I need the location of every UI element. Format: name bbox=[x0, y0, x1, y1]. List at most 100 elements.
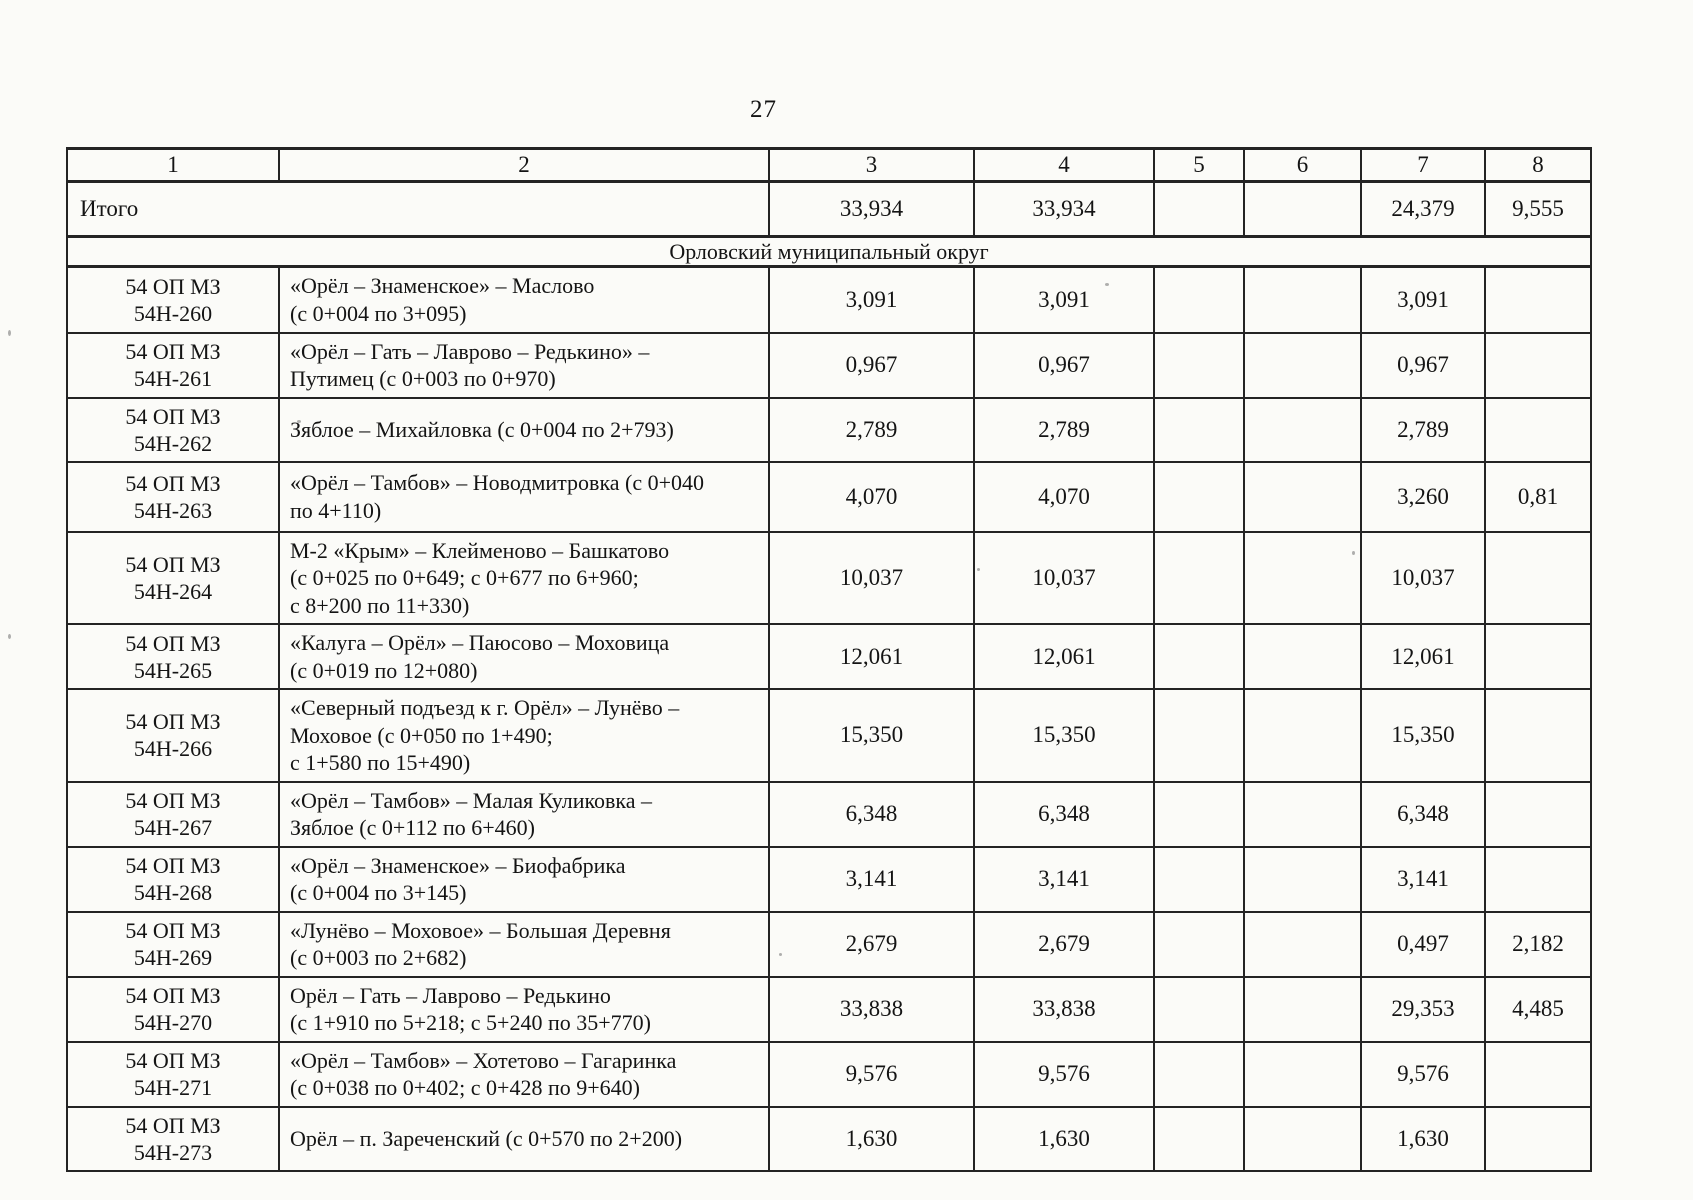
road-name: «Орёл – Тамбов» – Малая Куликовка – Зябл… bbox=[278, 780, 770, 848]
value-col7: 3,091 bbox=[1360, 265, 1486, 334]
value-col4: 4,070 bbox=[973, 460, 1155, 533]
value-col8 bbox=[1484, 780, 1592, 848]
value-col7: 15,350 bbox=[1360, 688, 1486, 783]
scan-speck bbox=[1352, 551, 1355, 555]
value-col5 bbox=[1153, 265, 1245, 334]
value-col4: 9,576 bbox=[973, 1040, 1155, 1108]
column-header-6: 6 bbox=[1243, 147, 1362, 183]
column-header-row: 1 2 3 4 5 6 7 8 bbox=[66, 147, 1592, 183]
value-col5 bbox=[1153, 910, 1245, 978]
value-col7: 2,789 bbox=[1360, 396, 1486, 463]
table-row: 54 ОП МЗ 54Н-273 Орёл – п. Зареченский (… bbox=[66, 1105, 1592, 1172]
value-col7: 3,141 bbox=[1360, 845, 1486, 913]
value-col8 bbox=[1484, 1105, 1592, 1172]
table-row: 54 ОП МЗ 54Н-263 «Орёл – Тамбов» – Новод… bbox=[66, 460, 1592, 533]
value-col5 bbox=[1153, 331, 1245, 399]
value-col4: 3,091 bbox=[973, 265, 1155, 334]
total-value-col8: 9,555 bbox=[1484, 180, 1592, 238]
value-col7: 6,348 bbox=[1360, 780, 1486, 848]
value-col6 bbox=[1243, 845, 1362, 913]
value-col4: 12,061 bbox=[973, 623, 1155, 690]
road-code: 54 ОП МЗ 54Н-262 bbox=[66, 396, 280, 463]
value-col5 bbox=[1153, 845, 1245, 913]
road-name: «Калуга – Орёл» – Паюсово – Моховица (с … bbox=[278, 623, 770, 690]
value-col4: 3,141 bbox=[973, 845, 1155, 913]
value-col6 bbox=[1243, 975, 1362, 1043]
value-col3: 9,576 bbox=[768, 1040, 975, 1108]
value-col8 bbox=[1484, 688, 1592, 783]
value-col5 bbox=[1153, 530, 1245, 625]
road-code: 54 ОП МЗ 54Н-270 bbox=[66, 975, 280, 1043]
road-name: «Орёл – Тамбов» – Новодмитровка (с 0+040… bbox=[278, 460, 770, 533]
value-col6 bbox=[1243, 1105, 1362, 1172]
value-col3: 2,679 bbox=[768, 910, 975, 978]
value-col8 bbox=[1484, 1040, 1592, 1108]
road-code: 54 ОП МЗ 54Н-269 bbox=[66, 910, 280, 978]
value-col6 bbox=[1243, 331, 1362, 399]
value-col8 bbox=[1484, 845, 1592, 913]
value-col3: 0,967 bbox=[768, 331, 975, 399]
road-code: 54 ОП МЗ 54Н-271 bbox=[66, 1040, 280, 1108]
road-code: 54 ОП МЗ 54Н-268 bbox=[66, 845, 280, 913]
road-name: Орёл – Гать – Лаврово – Редькино (с 1+91… bbox=[278, 975, 770, 1043]
table-row: 54 ОП МЗ 54Н-270 Орёл – Гать – Лаврово –… bbox=[66, 975, 1592, 1043]
table-row: 54 ОП МЗ 54Н-265 «Калуга – Орёл» – Паюсо… bbox=[66, 623, 1592, 690]
road-name: Зяблое – Михайловка (с 0+004 по 2+793) bbox=[278, 396, 770, 463]
total-value-col7: 24,379 bbox=[1360, 180, 1486, 238]
total-label: Итого bbox=[66, 180, 770, 238]
total-value-col4: 33,934 bbox=[973, 180, 1155, 238]
road-registry-table: 1 2 3 4 5 6 7 8 Итого 33,934 33,934 24,3… bbox=[66, 147, 1592, 1172]
value-col3: 1,630 bbox=[768, 1105, 975, 1172]
value-col7: 12,061 bbox=[1360, 623, 1486, 690]
value-col5 bbox=[1153, 780, 1245, 848]
value-col8 bbox=[1484, 396, 1592, 463]
section-header-row: Орловский муниципальный округ bbox=[66, 235, 1592, 268]
road-code: 54 ОП МЗ 54Н-265 bbox=[66, 623, 280, 690]
column-header-1: 1 bbox=[66, 147, 280, 183]
road-name: «Орёл – Гать – Лаврово – Редькино» – Пут… bbox=[278, 331, 770, 399]
value-col6 bbox=[1243, 530, 1362, 625]
value-col6 bbox=[1243, 1040, 1362, 1108]
value-col6 bbox=[1243, 688, 1362, 783]
value-col6 bbox=[1243, 396, 1362, 463]
value-col5 bbox=[1153, 1040, 1245, 1108]
value-col7: 0,967 bbox=[1360, 331, 1486, 399]
total-row: Итого 33,934 33,934 24,379 9,555 bbox=[66, 180, 1592, 238]
value-col8 bbox=[1484, 530, 1592, 625]
value-col4: 2,789 bbox=[973, 396, 1155, 463]
section-header: Орловский муниципальный округ bbox=[66, 235, 1592, 268]
total-value-col6 bbox=[1243, 180, 1362, 238]
table-row: 54 ОП МЗ 54Н-267 «Орёл – Тамбов» – Малая… bbox=[66, 780, 1592, 848]
value-col4: 0,967 bbox=[973, 331, 1155, 399]
scan-speck bbox=[8, 634, 11, 639]
value-col3: 10,037 bbox=[768, 530, 975, 625]
value-col7: 0,497 bbox=[1360, 910, 1486, 978]
value-col8: 4,485 bbox=[1484, 975, 1592, 1043]
value-col4: 33,838 bbox=[973, 975, 1155, 1043]
road-name: Орёл – п. Зареченский (с 0+570 по 2+200) bbox=[278, 1105, 770, 1172]
table-row: 54 ОП МЗ 54Н-261 «Орёл – Гать – Лаврово … bbox=[66, 331, 1592, 399]
table-row: 54 ОП МЗ 54Н-264 М-2 «Крым» – Клейменово… bbox=[66, 530, 1592, 625]
page-number: 27 bbox=[750, 96, 777, 123]
column-header-8: 8 bbox=[1484, 147, 1592, 183]
road-code: 54 ОП МЗ 54Н-264 bbox=[66, 530, 280, 625]
road-code: 54 ОП МЗ 54Н-261 bbox=[66, 331, 280, 399]
value-col5 bbox=[1153, 623, 1245, 690]
value-col6 bbox=[1243, 910, 1362, 978]
value-col3: 6,348 bbox=[768, 780, 975, 848]
table-row: 54 ОП МЗ 54Н-260 «Орёл – Знаменское» – М… bbox=[66, 265, 1592, 334]
value-col8 bbox=[1484, 331, 1592, 399]
scan-speck bbox=[297, 420, 301, 423]
value-col3: 15,350 bbox=[768, 688, 975, 783]
value-col7: 9,576 bbox=[1360, 1040, 1486, 1108]
value-col3: 4,070 bbox=[768, 460, 975, 533]
column-header-3: 3 bbox=[768, 147, 975, 183]
road-name: «Орёл – Знаменское» – Биофабрика (с 0+00… bbox=[278, 845, 770, 913]
scan-speck bbox=[779, 953, 782, 956]
value-col3: 33,838 bbox=[768, 975, 975, 1043]
road-code: 54 ОП МЗ 54Н-267 bbox=[66, 780, 280, 848]
table-row: 54 ОП МЗ 54Н-268 «Орёл – Знаменское» – Б… bbox=[66, 845, 1592, 913]
value-col4: 10,037 bbox=[973, 530, 1155, 625]
value-col5 bbox=[1153, 688, 1245, 783]
road-code: 54 ОП МЗ 54Н-273 bbox=[66, 1105, 280, 1172]
